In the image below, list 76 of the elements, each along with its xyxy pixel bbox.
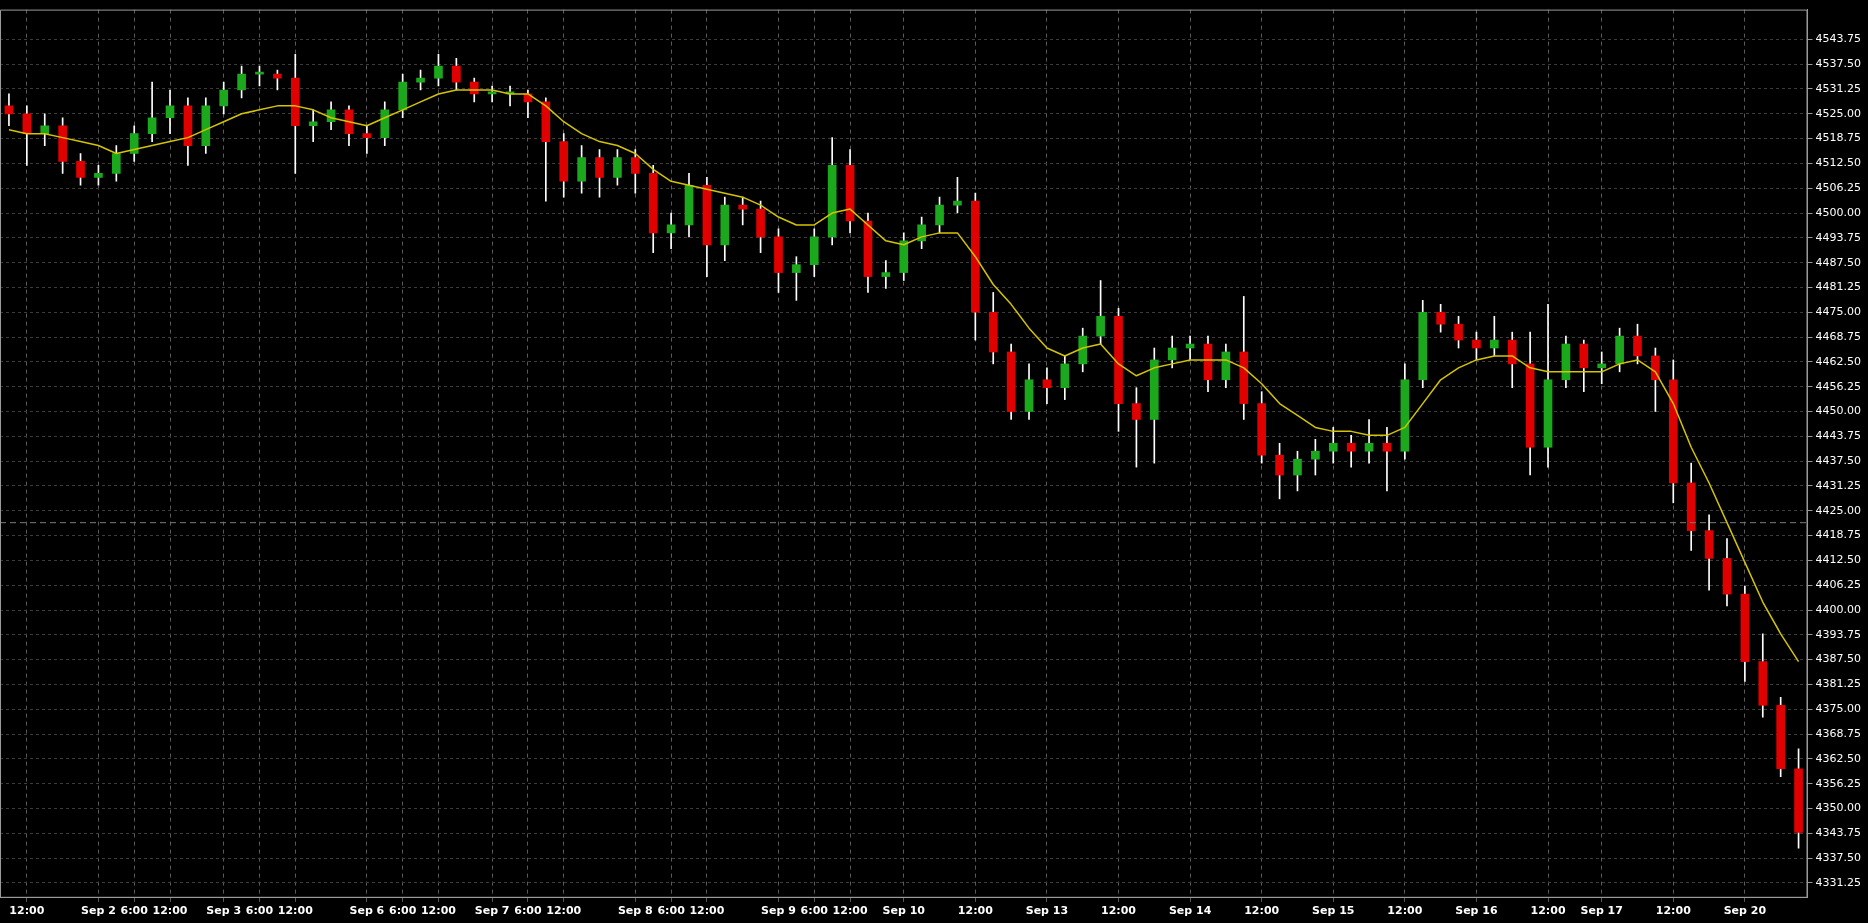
y-tick-label: 4468.75 xyxy=(1815,329,1862,343)
x-tick-label: 12:00 xyxy=(689,904,725,918)
y-tick-label: 4375.00 xyxy=(1815,702,1862,716)
x-tick-label: Sep 9 xyxy=(761,904,796,918)
y-tick-label: 4350.00 xyxy=(1815,801,1862,815)
y-tick-label: 4518.75 xyxy=(1815,131,1862,145)
y-tick-label: 4418.75 xyxy=(1815,528,1862,542)
y-tick-label: 4362.50 xyxy=(1815,751,1862,765)
y-tick-label: 4537.50 xyxy=(1815,57,1862,71)
x-tick-label: 12:00 xyxy=(1387,904,1423,918)
y-tick-label: 4487.50 xyxy=(1815,255,1862,269)
y-tick-label: 4437.50 xyxy=(1815,454,1862,467)
y-tick-label: 4412.50 xyxy=(1815,553,1862,567)
y-tick-label: 4331.25 xyxy=(1815,875,1862,889)
candlestick xyxy=(881,260,891,289)
y-tick-label: 4400.00 xyxy=(1815,602,1862,616)
y-tick-label: 4493.75 xyxy=(1815,230,1862,244)
candlestick xyxy=(1597,351,1607,385)
x-tick-label: 12:00 xyxy=(152,904,188,918)
x-tick-label: Sep 7 xyxy=(474,904,510,918)
candlestick xyxy=(1382,427,1392,492)
y-tick-label: 4443.75 xyxy=(1815,429,1862,443)
x-tick-label: Sep 13 xyxy=(1025,904,1069,918)
y-tick-label: 4387.50 xyxy=(1815,652,1862,666)
y-tick-label: 4481.25 xyxy=(1815,280,1862,294)
y-tick-label: 4450.00 xyxy=(1815,404,1862,418)
x-tick-label: 12:00 xyxy=(1101,904,1137,918)
x-tick-label: 6:00 xyxy=(514,904,542,918)
x-tick-label: 12:00 xyxy=(832,904,868,918)
x-tick-label: Sep 10 xyxy=(882,904,926,918)
x-tick-label: 12:00 xyxy=(420,904,457,918)
x-tick-label: 12:00 xyxy=(9,904,45,918)
x-tick-label: Sep 8 xyxy=(617,904,653,918)
y-tick-label: 4543.75 xyxy=(1815,32,1862,46)
y-tick-label: 4337.50 xyxy=(1815,850,1862,864)
y-tick-label: 4406.25 xyxy=(1815,578,1862,592)
y-tick-label: 4475.00 xyxy=(1815,305,1862,319)
y-tick-label: 4425.00 xyxy=(1815,503,1862,517)
x-tick-label: 12:00 xyxy=(1655,904,1692,918)
y-tick-label: 4368.75 xyxy=(1815,726,1862,740)
candlestick xyxy=(738,196,748,226)
y-tick-label: 4356.25 xyxy=(1815,776,1862,790)
y-tick-label: 4343.75 xyxy=(1815,826,1862,840)
y-tick-label: 4381.25 xyxy=(1815,677,1862,691)
x-tick-label: 12:00 xyxy=(277,904,314,918)
candlestick xyxy=(1490,315,1499,357)
y-tick-label: 4512.50 xyxy=(1815,156,1862,170)
x-tick-label: Sep 20 xyxy=(1723,904,1767,918)
x-tick-label: 6:00 xyxy=(657,904,686,918)
x-tick-label: Sep 17 xyxy=(1580,904,1623,918)
candlestick xyxy=(1042,367,1052,404)
y-tick-label: 4500.00 xyxy=(1815,205,1862,219)
x-tick-label: 6:00 xyxy=(388,904,417,918)
y-tick-label: 4431.25 xyxy=(1815,478,1862,492)
y-tick-label: 4506.25 xyxy=(1815,181,1862,195)
y-tick-label: 4393.75 xyxy=(1815,627,1862,641)
x-tick-label: 6:00 xyxy=(120,904,149,918)
x-tick-label: 6:00 xyxy=(245,904,274,918)
y-tick-label: 4525.00 xyxy=(1815,106,1862,120)
x-tick-label: Sep 6 xyxy=(349,904,385,918)
x-tick-label: 6:00 xyxy=(800,904,829,918)
x-tick-label: Sep 3 xyxy=(206,904,242,918)
x-tick-label: Sep 2 xyxy=(81,904,116,918)
candlestick xyxy=(1364,419,1374,464)
x-tick-label: 12:00 xyxy=(957,904,994,918)
y-tick-label: 4462.50 xyxy=(1815,354,1862,368)
y-tick-label: 4456.25 xyxy=(1815,379,1862,393)
x-tick-label: 12:00 xyxy=(1530,904,1566,918)
x-tick-label: 12:00 xyxy=(1244,904,1280,918)
candlestick xyxy=(362,125,372,154)
x-tick-label: Sep 15 xyxy=(1312,904,1355,918)
x-tick-label: Sep 14 xyxy=(1168,904,1212,918)
y-tick-label: 4531.25 xyxy=(1815,81,1862,95)
x-tick-label: 12:00 xyxy=(546,904,582,918)
x-tick-label: Sep 16 xyxy=(1455,904,1498,918)
candlestick xyxy=(308,109,318,142)
